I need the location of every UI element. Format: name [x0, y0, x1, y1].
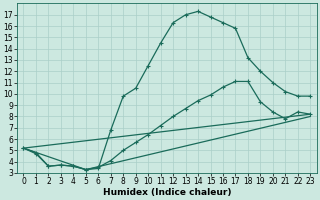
X-axis label: Humidex (Indice chaleur): Humidex (Indice chaleur)	[103, 188, 231, 197]
